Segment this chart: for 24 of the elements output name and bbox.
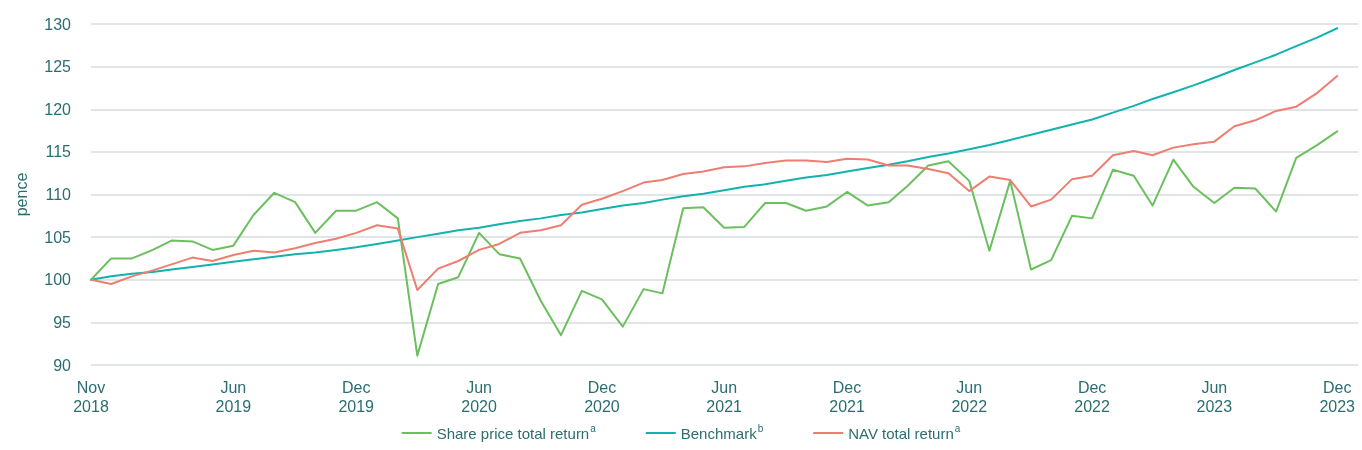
y-tick-label: 110 — [45, 186, 72, 203]
x-tick-label: Dec 2022 — [1074, 379, 1111, 415]
y-axis-title: pence — [12, 172, 30, 217]
x-tick-label: Dec 2019 — [338, 379, 375, 415]
line-series — [90, 27, 1339, 281]
y-tick-label: 120 — [44, 100, 72, 118]
x-tick-label: Jun 2020 — [461, 379, 497, 415]
y-tick-label: 105 — [44, 228, 72, 246]
y-tick-label: 125 — [44, 58, 72, 76]
y-tick-label: 115 — [45, 143, 72, 161]
y-tick-label: 95 — [53, 313, 72, 331]
x-tick-label: Jun 2021 — [706, 379, 743, 415]
y-tick-label: 90 — [53, 356, 72, 374]
x-tick-label: Dec 2023 — [1319, 379, 1356, 415]
line-series — [90, 75, 1339, 291]
x-tick-label: Jun 2022 — [951, 379, 988, 415]
x-tick-label: Dec 2021 — [829, 379, 865, 415]
x-tick-label: Nov 2018 — [73, 379, 109, 415]
x-tick-label: Dec 2020 — [584, 379, 620, 415]
y-tick-label: 130 — [44, 15, 72, 33]
x-tick-label: Jun 2019 — [215, 379, 252, 415]
line-series — [90, 130, 1339, 357]
x-tick-label: Jun 2023 — [1196, 379, 1233, 415]
y-tick-label: 100 — [44, 271, 72, 289]
